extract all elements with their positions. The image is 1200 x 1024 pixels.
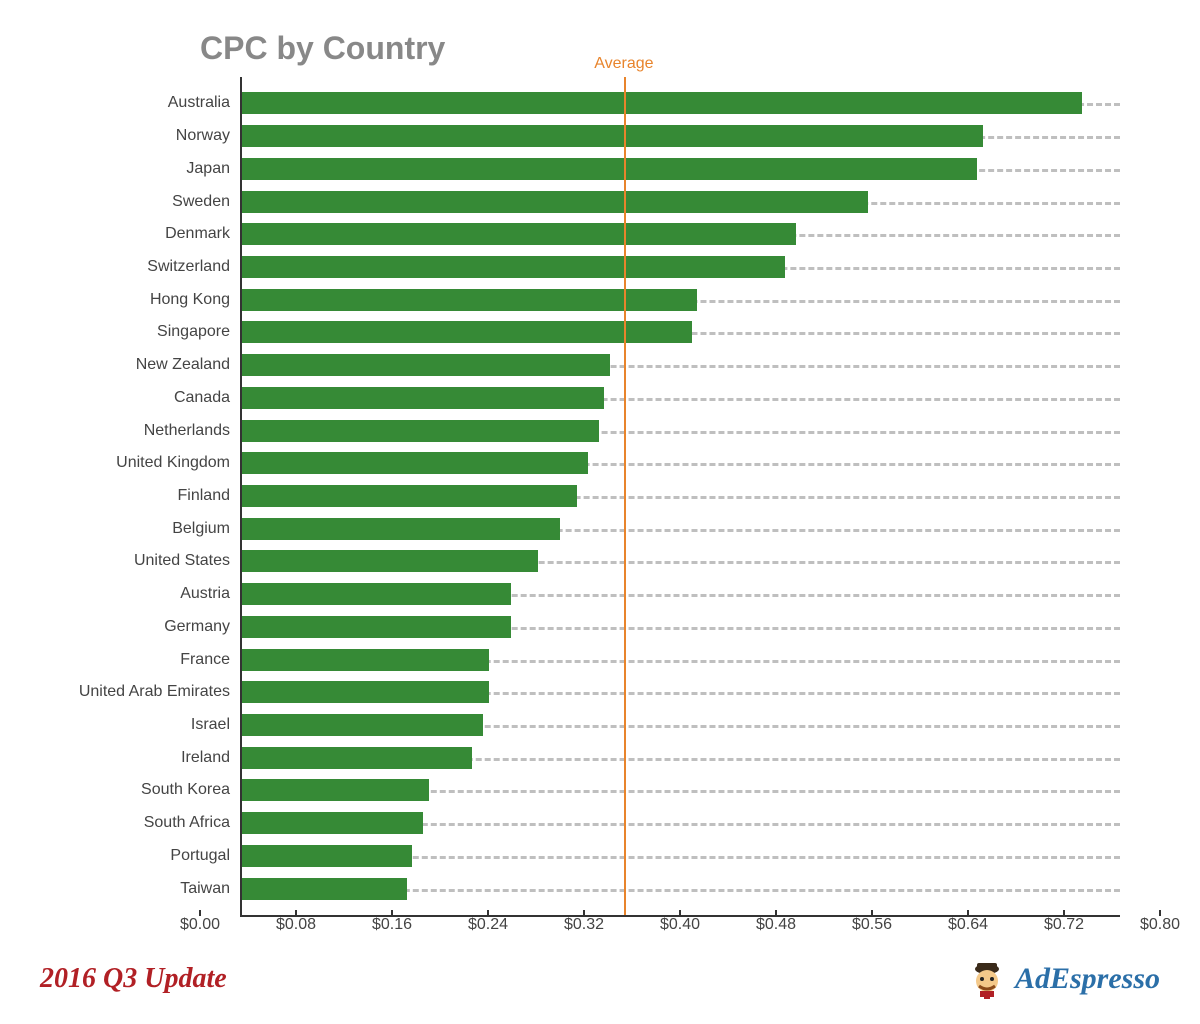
chart-row: Japan xyxy=(242,158,1120,180)
country-label: France xyxy=(180,651,230,669)
chart-row: Switzerland xyxy=(242,256,1120,278)
country-label: South Korea xyxy=(141,781,230,799)
chart-row: Hong Kong xyxy=(242,289,1120,311)
bar xyxy=(242,158,977,180)
chart-container: CPC by Country Average Australia Norway Ja… xyxy=(0,0,1200,1024)
bar xyxy=(242,92,1082,114)
bar xyxy=(242,681,489,703)
country-label: Canada xyxy=(174,389,230,407)
brand-name: AdEspresso xyxy=(1015,962,1160,996)
x-tick-label: $0.48 xyxy=(756,916,796,934)
bar xyxy=(242,256,785,278)
chart-row: France xyxy=(242,649,1120,671)
country-label: New Zealand xyxy=(136,356,230,374)
country-label: Switzerland xyxy=(147,258,230,276)
average-label: Average xyxy=(594,55,653,73)
x-tick-label: $0.40 xyxy=(660,916,700,934)
bar xyxy=(242,452,588,474)
chart-row: Ireland xyxy=(242,747,1120,769)
bar xyxy=(242,289,697,311)
country-label: United States xyxy=(134,552,230,570)
bar xyxy=(242,223,796,245)
update-label: 2016 Q3 Update xyxy=(40,963,227,995)
chart-row: United Arab Emirates xyxy=(242,681,1120,703)
chart-row: Israel xyxy=(242,714,1120,736)
bar xyxy=(242,747,472,769)
chart-row: Norway xyxy=(242,125,1120,147)
chart-row: Denmark xyxy=(242,223,1120,245)
chart-row: Austria xyxy=(242,583,1120,605)
country-label: Ireland xyxy=(181,749,230,767)
x-tick-label: $0.32 xyxy=(564,916,604,934)
bar xyxy=(242,518,560,540)
footer: 2016 Q3 Update AdEspresso xyxy=(40,959,1160,999)
country-label: Taiwan xyxy=(180,880,230,898)
chart-row: South Korea xyxy=(242,779,1120,801)
country-label: Finland xyxy=(178,487,230,505)
chart-row: Germany xyxy=(242,616,1120,638)
country-label: Norway xyxy=(176,127,230,145)
bar xyxy=(242,583,511,605)
chart-rows: Australia Norway Japan Sweden Denmark Switzer… xyxy=(242,87,1120,905)
bar xyxy=(242,550,538,572)
country-label: United Kingdom xyxy=(116,454,230,472)
chart-row: Portugal xyxy=(242,845,1120,867)
x-tick-label: $0.16 xyxy=(372,916,412,934)
bar xyxy=(242,191,868,213)
chart-row: New Zealand xyxy=(242,354,1120,376)
country-label: Singapore xyxy=(157,323,230,341)
country-label: Portugal xyxy=(170,847,230,865)
x-tick-label: $0.08 xyxy=(276,916,316,934)
x-tick-label: $0.80 xyxy=(1140,916,1180,934)
country-label: Israel xyxy=(191,716,230,734)
x-tick-label: $0.56 xyxy=(852,916,892,934)
bar xyxy=(242,649,489,671)
brand: AdEspresso xyxy=(967,959,1160,999)
bar xyxy=(242,420,599,442)
country-label: Sweden xyxy=(172,193,230,211)
bar xyxy=(242,485,577,507)
x-tick-label: $0.64 xyxy=(948,916,988,934)
chart-title: CPC by Country xyxy=(200,30,1160,67)
country-label: Japan xyxy=(186,160,230,178)
chart-row: Singapore xyxy=(242,321,1120,343)
bar xyxy=(242,616,511,638)
country-label: Austria xyxy=(180,585,230,603)
average-line xyxy=(624,77,626,915)
chart-row: Finland xyxy=(242,485,1120,507)
bar xyxy=(242,125,983,147)
chart-row: South Africa xyxy=(242,812,1120,834)
chart-row: Taiwan xyxy=(242,878,1120,900)
chart-row: United Kingdom xyxy=(242,452,1120,474)
bar xyxy=(242,354,610,376)
x-tick-label: $0.72 xyxy=(1044,916,1084,934)
x-tick-label: $0.00 xyxy=(180,916,220,934)
country-label: Netherlands xyxy=(144,422,230,440)
chart-row: Netherlands xyxy=(242,420,1120,442)
chart-row: Canada xyxy=(242,387,1120,409)
chart-plot-area: Average AustraliaNorwayJapanSwedenDenmar… xyxy=(240,77,1120,917)
chart-row: Australia xyxy=(242,92,1120,114)
country-label: Australia xyxy=(168,94,230,112)
chart-row: Sweden xyxy=(242,191,1120,213)
country-label: United Arab Emirates xyxy=(79,683,230,701)
bar xyxy=(242,714,483,736)
bar xyxy=(242,387,604,409)
bar xyxy=(242,779,429,801)
chart-row: United States xyxy=(242,550,1120,572)
country-label: South Africa xyxy=(144,814,230,832)
x-axis-ticks: $0.00$0.08$0.16$0.24$0.32$0.40$0.48$0.56… xyxy=(200,910,1160,940)
chart-row: Belgium xyxy=(242,518,1120,540)
country-label: Denmark xyxy=(165,225,230,243)
bar xyxy=(242,878,407,900)
brand-mascot-icon xyxy=(967,959,1007,999)
country-label: Germany xyxy=(164,618,230,636)
country-label: Hong Kong xyxy=(150,291,230,309)
bar xyxy=(242,845,412,867)
bar xyxy=(242,812,423,834)
x-tick-label: $0.24 xyxy=(468,916,508,934)
country-label: Belgium xyxy=(172,520,230,538)
